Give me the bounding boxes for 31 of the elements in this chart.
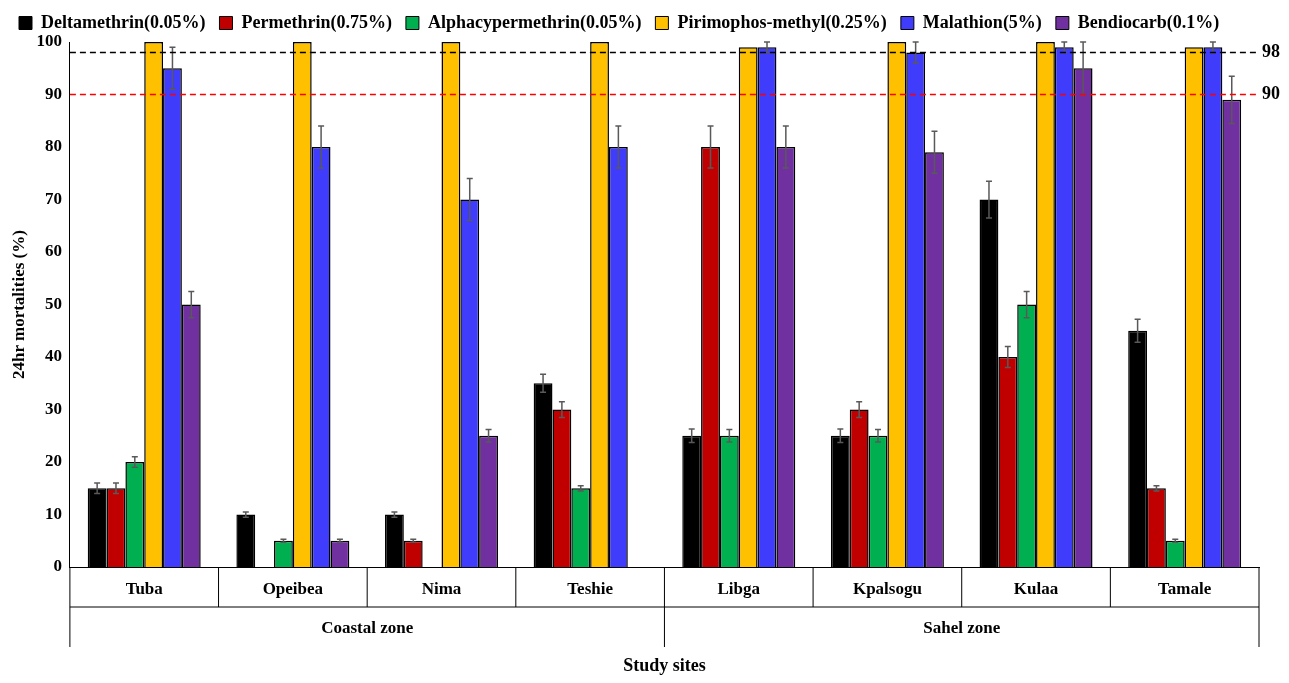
legend-label: Alphacypermethrin(0.05%) bbox=[427, 11, 642, 33]
y-tick-label: 100 bbox=[36, 31, 62, 51]
y-tick-label: 80 bbox=[44, 136, 62, 156]
x-axis-title: Study sites bbox=[623, 654, 706, 675]
x-tick-label: Tuba bbox=[125, 578, 164, 598]
y-tick-label: 10 bbox=[44, 503, 62, 523]
x-tick-label: Nima bbox=[421, 578, 462, 598]
x-tick-label: Teshie bbox=[567, 578, 614, 598]
legend-label: Pirimophos-methyl(0.25%) bbox=[677, 11, 887, 33]
x-tick-label: Kulaa bbox=[1013, 578, 1059, 598]
legend-label: Permethrin(0.75%) bbox=[241, 11, 392, 33]
legend-label: Malathion(5%) bbox=[922, 11, 1042, 33]
y-tick-label: 0 bbox=[53, 556, 62, 576]
ref-line-label: 98 bbox=[1262, 41, 1280, 62]
y-tick-label: 30 bbox=[44, 398, 62, 418]
x-tick-label: Opeibea bbox=[262, 578, 324, 598]
x-tick-label: Tamale bbox=[1158, 578, 1212, 598]
ref-line-label: 90 bbox=[1262, 83, 1280, 104]
x-tick-label: Kpalsogu bbox=[852, 578, 922, 598]
y-tick-label: 60 bbox=[44, 241, 62, 261]
text: Sahel zone bbox=[923, 618, 1001, 638]
text: Coastal zone bbox=[321, 618, 414, 638]
y-axis-title: 24hr mortalities (%) bbox=[8, 230, 28, 379]
y-tick-label: 40 bbox=[44, 346, 62, 366]
legend-label: Bendiocarb(0.1%) bbox=[1077, 11, 1220, 33]
legend-label: Deltamethrin(0.05%) bbox=[41, 11, 206, 33]
y-tick-label: 70 bbox=[44, 188, 62, 208]
y-tick-label: 20 bbox=[44, 451, 62, 471]
y-tick-label: 90 bbox=[44, 83, 62, 103]
x-tick-label: Libga bbox=[717, 578, 761, 598]
y-tick-label: 50 bbox=[44, 293, 62, 313]
